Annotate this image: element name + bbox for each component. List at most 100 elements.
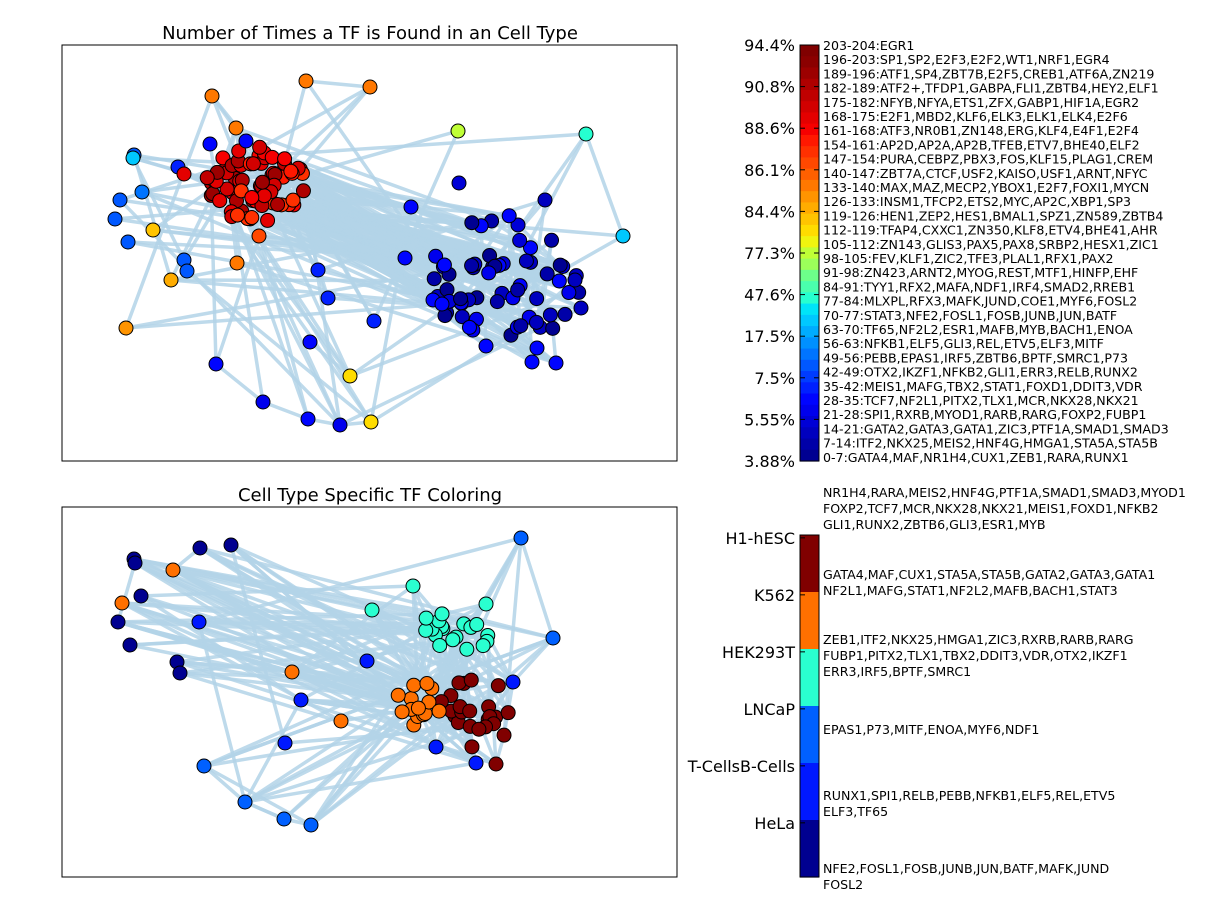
bottom-colorbar-frame — [799, 534, 820, 878]
top-node — [537, 192, 553, 208]
top-node — [244, 189, 260, 205]
top-node — [451, 175, 467, 191]
top-colorbar-cell — [800, 416, 819, 428]
top-colorbar-cell — [800, 45, 819, 57]
bottom-edge — [469, 536, 523, 630]
top-colorbar-bin-label: 203-204:EGR1 — [823, 38, 914, 53]
top-node — [578, 126, 594, 142]
top-node — [529, 291, 545, 307]
top-node — [450, 123, 466, 139]
top-colorbar-cell — [800, 449, 819, 462]
bottom-colorbar-group-line: ERR3,IRF5,BPTF,SMRC1 — [823, 664, 971, 679]
top-colorbar-bin-label: 77-84:MLXPL,RFX3,MAFK,JUND,COE1,MYF6,FOS… — [823, 294, 1137, 309]
bottom-colorbar-cell — [800, 649, 819, 707]
top-colorbar-cell — [800, 382, 819, 395]
top-node — [436, 257, 452, 273]
top-node — [252, 139, 268, 155]
bottom-colorbar-group-line: RUNX1,SPI1,RELB,PEBB,NFKB1,ELF5,REL,ETV5 — [823, 788, 1115, 803]
top-colorbar-cell — [800, 337, 819, 350]
top-colorbar-cell — [800, 213, 819, 226]
top-colorbar-bin-label: 42-49:OTX2,IKZF1,NFKB2,GLI1,ERR3,RELB,RU… — [823, 365, 1138, 380]
top-node — [403, 199, 419, 215]
bottom-edge — [139, 594, 429, 686]
top-edge — [234, 126, 494, 223]
top-colorbar-bin-label: 7-14:ITF2,NKX25,MEIS2,HNF4G,HMGA1,STA5A,… — [823, 436, 1158, 451]
bottom-node — [196, 758, 212, 774]
top-node — [397, 250, 413, 266]
top-node — [145, 222, 161, 238]
bottom-colorbar-cell — [800, 706, 819, 764]
bottom-edge — [282, 647, 469, 821]
top-colorbar-bin-label: 126-133:INSM1,TFCP2,ETS2,MYC,AP2C,XBP1,S… — [823, 194, 1131, 209]
top-node — [366, 313, 382, 329]
top-colorbar-bin-label: 14-21:GATA2,GATA3,GATA1,ZIC3,PTF1A,SMAD1… — [823, 421, 1169, 436]
top-node — [545, 320, 561, 336]
top-edge — [230, 214, 239, 265]
top-colorbar-bin-label: 105-112:ZN143,GLIS3,PAX5,PAX8,SRBP2,HESX… — [823, 237, 1159, 252]
top-colorbar-bin-label: 84-91:TYY1,RFX2,MAFA,NDF1,IRF4,SMAD2,RRE… — [823, 279, 1135, 294]
top-node — [229, 207, 245, 223]
top-node — [489, 294, 505, 310]
bottom-colorbar-group-line: EPAS1,P73,MITF,ENOA,MYF6,NDF1 — [823, 722, 1039, 737]
top-colorbar-tick-label: 94.4% — [744, 36, 795, 55]
top-colorbar-bin-label: 49-56:PEBB,EPAS1,IRF5,ZBTB6,BPTF,SMRC1,P… — [823, 350, 1128, 365]
bottom-edge — [290, 670, 478, 765]
top-colorbar-tick-label: 5.55% — [744, 410, 795, 429]
top-node — [544, 232, 560, 248]
bottom-colorbar-group-line: FOXP2,TCF7,MCR,NKX28,NKX21,MEIS1,FOXD1,N… — [823, 501, 1159, 516]
top-node — [464, 215, 480, 231]
bottom-edge — [519, 536, 555, 640]
top-colorbar-cell — [800, 236, 819, 248]
top-node — [256, 188, 272, 204]
top-edge — [169, 191, 215, 282]
top-colorbar-cell — [800, 123, 819, 136]
top-node — [461, 319, 477, 335]
top-colorbar-tick-label: 86.1% — [744, 161, 795, 180]
top-colorbar-bin-label: 196-203:SP1,SP2,E2F3,E2F2,WT1,NRF1,EGR4 — [823, 52, 1110, 67]
bottom-node — [192, 540, 208, 556]
top-edge — [584, 132, 625, 238]
bottom-node — [432, 637, 448, 653]
bottom-node — [359, 653, 375, 669]
top-node — [125, 150, 141, 166]
top-node — [245, 156, 261, 172]
top-colorbar-bin-label: 175-182:NFYB,NFYA,ETS1,ZFX,GABP1,HIF1A,E… — [823, 95, 1139, 110]
bottom-nodes — [110, 530, 561, 833]
top-node — [254, 174, 270, 190]
top-node — [298, 73, 314, 89]
bottom-node — [237, 794, 253, 810]
top-node — [542, 307, 558, 323]
bottom-node — [394, 704, 410, 720]
top-colorbar-cell — [800, 78, 819, 91]
top-colorbar-bin-label: 154-161:AP2D,AP2A,AP2B,TFEB,ETV7,BHE40,E… — [823, 137, 1140, 152]
bottom-edge — [481, 643, 515, 684]
top-edge — [113, 217, 491, 275]
top-colorbar-tick-label: 17.5% — [744, 327, 795, 346]
top-node — [251, 228, 267, 244]
top-node — [295, 183, 311, 199]
bottom-edge — [290, 612, 444, 674]
top-colorbar-ticks: 94.4% 90.8% 88.6% 86.1% 84.4% 77.3% 47.6% 17.5%… — [744, 36, 819, 471]
top-colorbar-bin-label: 168-175:E2F1,MBD2,KLF6,ELK3,ELK1,ELK4,E2… — [823, 109, 1128, 124]
bottom-node — [545, 630, 561, 646]
top-node — [277, 151, 293, 167]
top-node — [212, 193, 228, 209]
top-colorbar-bin-label: 28-35:TCF7,NF2L1,PITX2,TLX1,MCR,NKX28,NK… — [823, 393, 1139, 408]
top-node — [283, 163, 299, 179]
bottom-node — [428, 739, 444, 755]
top-node — [518, 253, 534, 269]
bottom-node — [333, 713, 349, 729]
top-node — [302, 334, 318, 350]
top-colorbar-tick-label: 90.8% — [744, 78, 795, 97]
top-node — [163, 272, 179, 288]
bottom-colorbar-category-label: T-CellsB-Cells — [687, 757, 795, 776]
top-node — [510, 282, 526, 298]
top-node — [332, 417, 348, 433]
bottom-colorbar-group-line: GATA4,MAF,CUX1,STA5A,STA5B,GATA2,GATA3,G… — [823, 567, 1155, 582]
top-node — [285, 192, 301, 208]
top-node — [478, 338, 494, 354]
bottom-node — [114, 595, 130, 611]
top-colorbar-cell — [800, 269, 819, 282]
bottom-colorbar-group-line: ZEB1,ITF2,NKX25,HMGA1,ZIC3,RXRB,RARB,RAR… — [823, 632, 1134, 647]
top-edge — [479, 224, 488, 348]
